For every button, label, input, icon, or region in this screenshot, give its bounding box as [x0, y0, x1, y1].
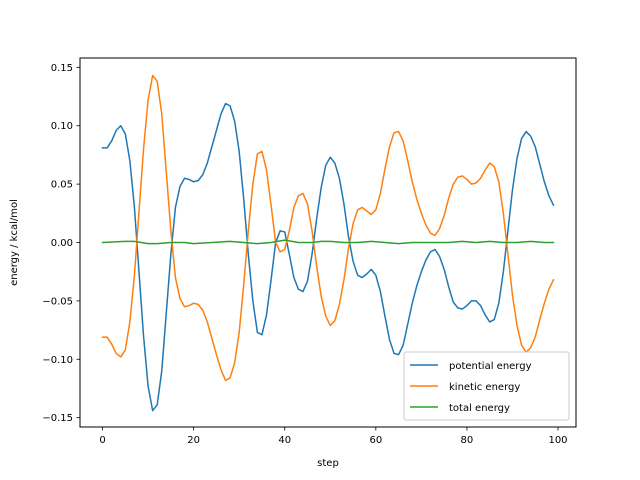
x-tick-label: 60: [369, 435, 382, 446]
x-tick-label: 100: [548, 435, 567, 446]
x-axis-label: step: [317, 458, 339, 469]
series-line-total-energy: [101, 239, 555, 245]
y-tick-label: −0.15: [42, 413, 73, 424]
legend-frame: [403, 351, 570, 421]
y-tick-label: 0.15: [51, 63, 73, 74]
y-tick-label: 0.10: [51, 121, 73, 132]
y-tick-label: −0.05: [42, 296, 73, 307]
x-tick-label: 20: [187, 435, 200, 446]
x-tick-label: 40: [278, 435, 291, 446]
y-tick-label: −0.10: [42, 355, 73, 366]
y-tick-label: 0.05: [51, 180, 73, 191]
series-line-kinetic-energy: [101, 74, 555, 382]
series-line-potential-energy: [101, 102, 555, 412]
legend: potential energy kinetic energy total en…: [403, 351, 570, 421]
y-axis-ticks: −0.15 −0.10 −0.05 0.00 0.05 0.10 0.15: [42, 63, 80, 424]
x-tick-label: 0: [99, 435, 105, 446]
x-tick-label: 80: [461, 435, 474, 446]
y-tick-label: 0.00: [51, 238, 73, 249]
legend-label-potential-energy: potential energy: [449, 361, 532, 372]
legend-label-total-energy: total energy: [449, 403, 510, 414]
legend-label-kinetic-energy: kinetic energy: [449, 382, 520, 393]
series-layer: [101, 74, 555, 412]
x-axis-ticks: 0 20 40 60 80 100: [99, 427, 568, 446]
y-axis-label: energy / kcal/mol: [9, 199, 20, 286]
